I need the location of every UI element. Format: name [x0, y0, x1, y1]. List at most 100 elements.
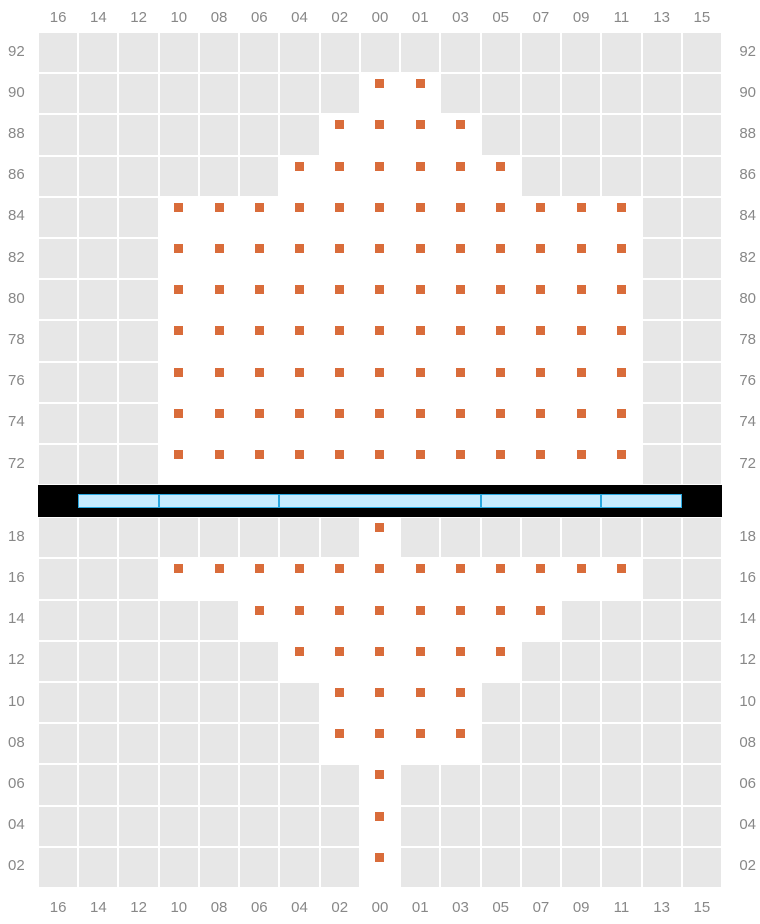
seat-cell[interactable] [482, 404, 520, 443]
seat-cell[interactable] [522, 198, 560, 237]
seat-cell[interactable] [522, 559, 560, 598]
seat-cell[interactable] [361, 683, 399, 722]
divider-segment[interactable] [279, 494, 480, 508]
seat-cell[interactable] [441, 642, 479, 681]
seat-cell[interactable] [401, 74, 439, 113]
seat-cell[interactable] [160, 404, 198, 443]
seat-cell[interactable] [401, 642, 439, 681]
seat-cell[interactable] [522, 601, 560, 640]
seat-cell[interactable] [441, 601, 479, 640]
seat-cell[interactable] [160, 239, 198, 278]
seat-cell[interactable] [240, 239, 278, 278]
seat-cell[interactable] [441, 724, 479, 763]
seat-cell[interactable] [160, 198, 198, 237]
seat-cell[interactable] [401, 239, 439, 278]
seat-cell[interactable] [280, 601, 318, 640]
seat-cell[interactable] [240, 601, 278, 640]
seat-cell[interactable] [401, 363, 439, 402]
seat-cell[interactable] [482, 198, 520, 237]
seat-cell[interactable] [401, 559, 439, 598]
seat-cell[interactable] [522, 321, 560, 360]
seat-cell[interactable] [321, 683, 359, 722]
seat-cell[interactable] [441, 559, 479, 598]
seat-cell[interactable] [361, 559, 399, 598]
seat-cell[interactable] [401, 157, 439, 196]
seat-cell[interactable] [522, 363, 560, 402]
seat-cell[interactable] [482, 445, 520, 484]
seat-cell[interactable] [482, 642, 520, 681]
seat-cell[interactable] [280, 198, 318, 237]
seat-cell[interactable] [321, 559, 359, 598]
seat-cell[interactable] [200, 321, 238, 360]
seat-cell[interactable] [602, 363, 640, 402]
seat-cell[interactable] [160, 559, 198, 598]
seat-cell[interactable] [240, 445, 278, 484]
seat-cell[interactable] [321, 363, 359, 402]
seat-cell[interactable] [401, 404, 439, 443]
seat-cell[interactable] [562, 280, 600, 319]
seat-cell[interactable] [401, 683, 439, 722]
seat-cell[interactable] [361, 518, 399, 557]
seat-cell[interactable] [200, 363, 238, 402]
seat-cell[interactable] [482, 239, 520, 278]
seat-cell[interactable] [482, 601, 520, 640]
seat-cell[interactable] [361, 765, 399, 804]
seat-cell[interactable] [602, 445, 640, 484]
seat-cell[interactable] [441, 198, 479, 237]
seat-cell[interactable] [441, 157, 479, 196]
seat-cell[interactable] [361, 239, 399, 278]
seat-cell[interactable] [482, 559, 520, 598]
seat-cell[interactable] [602, 404, 640, 443]
seat-cell[interactable] [321, 724, 359, 763]
seat-cell[interactable] [562, 363, 600, 402]
seat-cell[interactable] [361, 807, 399, 846]
divider-segment[interactable] [601, 494, 681, 508]
seat-cell[interactable] [441, 280, 479, 319]
seat-cell[interactable] [602, 239, 640, 278]
seat-cell[interactable] [562, 445, 600, 484]
seat-cell[interactable] [361, 157, 399, 196]
seat-cell[interactable] [522, 404, 560, 443]
seat-cell[interactable] [361, 115, 399, 154]
seat-cell[interactable] [280, 559, 318, 598]
seat-cell[interactable] [321, 239, 359, 278]
seat-cell[interactable] [401, 198, 439, 237]
divider-segment[interactable] [159, 494, 280, 508]
seat-cell[interactable] [361, 601, 399, 640]
seat-cell[interactable] [240, 363, 278, 402]
seat-cell[interactable] [361, 280, 399, 319]
seat-cell[interactable] [361, 848, 399, 887]
seat-cell[interactable] [401, 321, 439, 360]
seat-cell[interactable] [401, 115, 439, 154]
seat-cell[interactable] [441, 445, 479, 484]
seat-cell[interactable] [240, 404, 278, 443]
seat-cell[interactable] [280, 363, 318, 402]
seat-cell[interactable] [280, 280, 318, 319]
seat-cell[interactable] [562, 404, 600, 443]
seat-cell[interactable] [200, 198, 238, 237]
seat-cell[interactable] [240, 198, 278, 237]
seat-cell[interactable] [361, 724, 399, 763]
seat-cell[interactable] [441, 683, 479, 722]
seat-cell[interactable] [482, 363, 520, 402]
seat-cell[interactable] [321, 445, 359, 484]
seat-cell[interactable] [280, 445, 318, 484]
seat-cell[interactable] [321, 321, 359, 360]
seat-cell[interactable] [361, 363, 399, 402]
seat-cell[interactable] [280, 321, 318, 360]
seat-cell[interactable] [602, 559, 640, 598]
seat-cell[interactable] [441, 321, 479, 360]
seat-cell[interactable] [401, 724, 439, 763]
seat-cell[interactable] [562, 198, 600, 237]
seat-cell[interactable] [482, 321, 520, 360]
seat-cell[interactable] [200, 445, 238, 484]
seat-cell[interactable] [441, 115, 479, 154]
seat-cell[interactable] [401, 280, 439, 319]
seat-cell[interactable] [321, 157, 359, 196]
seat-cell[interactable] [160, 445, 198, 484]
seat-cell[interactable] [361, 321, 399, 360]
seat-cell[interactable] [401, 601, 439, 640]
seat-cell[interactable] [522, 445, 560, 484]
seat-cell[interactable] [321, 198, 359, 237]
seat-cell[interactable] [321, 601, 359, 640]
